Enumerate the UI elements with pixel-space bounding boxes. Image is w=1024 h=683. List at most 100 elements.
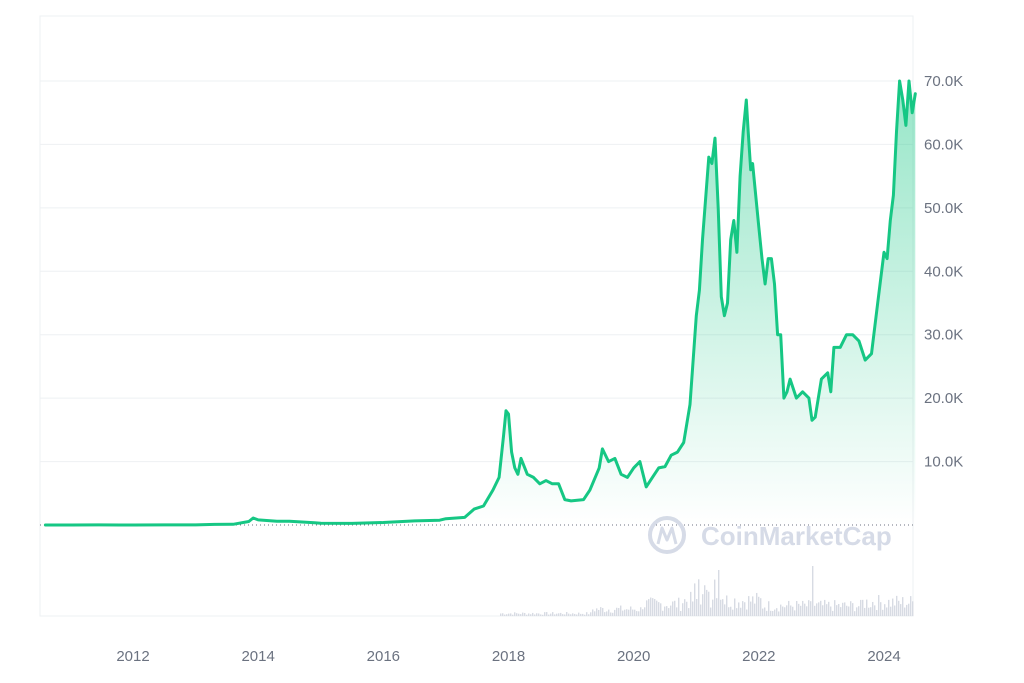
volume-bar — [528, 613, 530, 616]
volume-bar — [900, 604, 902, 616]
volume-bar — [586, 612, 588, 616]
volume-bar — [756, 592, 758, 616]
volume-bar — [646, 600, 648, 616]
volume-bar — [752, 596, 754, 616]
volume-bar — [812, 566, 814, 616]
volume-bar — [702, 594, 704, 616]
coinmarketcap-logo-mark — [656, 526, 678, 545]
volume-bar — [502, 613, 504, 616]
volume-bar — [680, 611, 682, 616]
volume-bar — [794, 610, 796, 616]
volume-bar — [534, 614, 536, 616]
volume-bar — [638, 611, 640, 616]
volume-bar — [772, 610, 774, 616]
volume-bar — [878, 595, 880, 616]
volume-bar — [522, 612, 524, 616]
volume-bar — [820, 600, 822, 616]
price-line[interactable] — [43, 79, 917, 527]
volume-bar — [864, 607, 866, 616]
y-tick-label: 60.0K — [924, 136, 963, 153]
volume-bar — [836, 605, 838, 616]
volume-bar — [858, 606, 860, 616]
volume-bar — [718, 570, 720, 616]
volume-bar — [564, 614, 566, 616]
x-tick-label: 2018 — [492, 648, 525, 665]
y-axis-ticks: 10.0K 20.0K 30.0K 40.0K 50.0K 60.0K 70.0K — [924, 73, 963, 471]
volume-bar — [714, 579, 716, 616]
x-tick-label: 2020 — [617, 648, 650, 665]
y-tick-label: 70.0K — [924, 73, 963, 90]
volume-bar — [706, 589, 708, 616]
y-tick-label: 30.0K — [924, 327, 963, 344]
volume-bar — [736, 608, 738, 616]
volume-bar — [764, 607, 766, 616]
volume-bar — [808, 600, 810, 616]
volume-bar — [770, 610, 772, 616]
volume-bar — [652, 598, 654, 616]
volume-bar — [550, 613, 552, 616]
volume-bar — [842, 602, 844, 616]
y-tick-label: 40.0K — [924, 263, 963, 280]
x-tick-label: 2012 — [116, 648, 149, 665]
volume-bar — [554, 614, 556, 616]
volume-bar — [888, 599, 890, 616]
volume-bar — [596, 608, 598, 616]
volume-bar — [712, 599, 714, 616]
volume-bar — [616, 607, 618, 616]
volume-bar — [588, 614, 590, 616]
watermark-text: CoinMarketCap — [701, 521, 892, 551]
volume-bar — [532, 612, 534, 616]
volume-bar — [640, 607, 642, 616]
volume-bar — [862, 599, 864, 616]
volume-bar — [524, 612, 526, 616]
volume-bar — [732, 609, 734, 616]
volume-bar — [730, 606, 732, 616]
x-tick-label: 2014 — [241, 648, 274, 665]
volume-bar — [698, 579, 700, 616]
volume-bar — [826, 604, 828, 616]
volume-bar — [728, 607, 730, 616]
volume-bar — [662, 610, 664, 616]
volume-bar — [852, 603, 854, 616]
volume-bar — [860, 599, 862, 616]
volume-bar — [882, 609, 884, 616]
volume-bar — [722, 599, 724, 616]
volume-bar — [664, 606, 666, 616]
volume-bar — [874, 605, 876, 616]
volume-bar — [846, 605, 848, 616]
volume-bar — [510, 613, 512, 616]
volume-bar — [738, 602, 740, 616]
volume-bar — [906, 604, 908, 616]
volume-bar — [656, 600, 658, 616]
volume-bar — [660, 603, 662, 616]
volume-bar — [720, 599, 722, 616]
volume-bar — [608, 609, 610, 616]
volume-bar — [870, 607, 872, 616]
volume-bar — [674, 600, 676, 616]
volume-bar — [832, 610, 834, 616]
volume-bar — [798, 603, 800, 616]
volume-bar — [834, 600, 836, 616]
volume-bar — [748, 596, 750, 616]
volume-bar — [678, 597, 680, 616]
volume-bar — [542, 614, 544, 616]
volume-bar — [904, 607, 906, 616]
volume-bar — [610, 612, 612, 616]
volume-bar — [572, 613, 574, 616]
volume-bar — [804, 603, 806, 616]
volume-bar — [780, 604, 782, 616]
volume-bar — [642, 609, 644, 616]
volume-bar — [768, 601, 770, 616]
volume-bar — [604, 612, 606, 616]
volume-bar — [544, 612, 546, 616]
x-axis-ticks: 2012 2014 2016 2018 2020 2022 2024 — [116, 648, 900, 665]
price-area — [45, 81, 916, 525]
volume-bar — [624, 609, 626, 616]
volume-bar — [632, 609, 634, 616]
coinmarketcap-watermark: CoinMarketCap — [648, 516, 892, 554]
x-tick-label: 2016 — [367, 648, 400, 665]
volume-bar — [600, 607, 602, 616]
volume-bar — [658, 602, 660, 616]
volume-bar — [636, 611, 638, 616]
